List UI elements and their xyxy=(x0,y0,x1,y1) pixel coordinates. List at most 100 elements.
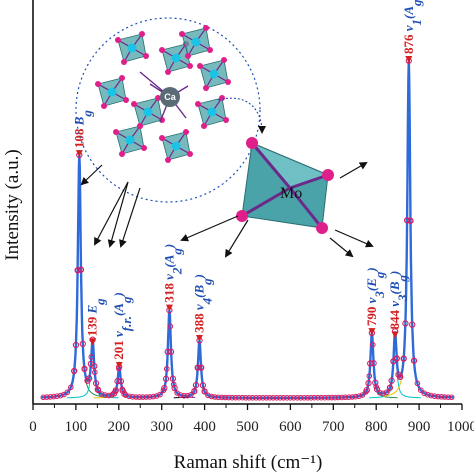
mode-subscript: g xyxy=(79,110,94,118)
assignment-arrows xyxy=(80,162,374,258)
observed-point xyxy=(133,394,139,400)
observed-point xyxy=(117,378,125,385)
oxygen-atom xyxy=(119,75,125,81)
observed-point xyxy=(407,217,414,224)
observed-point xyxy=(388,377,395,384)
observed-point xyxy=(393,355,400,362)
oxygen-atom xyxy=(165,69,171,75)
observed-point xyxy=(194,364,201,371)
oxygen-atom xyxy=(179,31,185,37)
observed-point xyxy=(339,394,345,401)
x-tick-label: 500 xyxy=(236,419,259,435)
peak-label-388: 388 ν4(Bg) xyxy=(191,274,214,333)
mo-tetrahedron-large: Mo xyxy=(236,137,334,234)
x-tick-label: 100 xyxy=(65,419,88,435)
mode-subscript: 2 xyxy=(169,267,184,275)
observed-point xyxy=(356,393,362,400)
mode-symmetry-subscript: g xyxy=(119,296,134,304)
observed-point xyxy=(277,395,283,401)
arrow-to-318 xyxy=(180,215,239,242)
observed-point xyxy=(222,394,228,401)
observed-point xyxy=(297,395,304,401)
y-axis-title: Intensity (a.u.) xyxy=(2,149,23,260)
observed-point xyxy=(428,392,434,399)
calcium-atom xyxy=(160,87,180,107)
arrow-to-876 xyxy=(339,162,368,179)
observed-point xyxy=(294,395,301,401)
peak-value: 201 xyxy=(111,337,126,360)
x-tick-label: 1000 xyxy=(447,419,474,435)
observed-point xyxy=(167,323,174,330)
observed-point xyxy=(225,394,232,401)
observed-point xyxy=(414,380,421,387)
observed-point xyxy=(199,382,207,389)
observed-point xyxy=(363,386,370,394)
mode-subscript: 3 xyxy=(395,294,410,302)
mo-atom xyxy=(107,87,117,97)
observed-point xyxy=(169,375,177,382)
observed-point xyxy=(219,394,225,401)
mode-symmetry-close: ) xyxy=(191,274,206,279)
observed-point xyxy=(448,394,455,401)
oxygen-atom xyxy=(219,95,225,101)
peak-label-876: 876 ν1(Ag) xyxy=(401,0,424,54)
oxygen-atom xyxy=(195,101,201,107)
observed-point xyxy=(198,364,205,371)
peak-value: 108 xyxy=(71,125,86,148)
observed-point xyxy=(311,394,318,401)
observed-point xyxy=(445,394,452,401)
mode-symbol: ν xyxy=(387,301,402,307)
peak-value: 388 xyxy=(191,310,206,333)
oxygen-atom xyxy=(137,123,143,129)
oxygen-atom xyxy=(187,151,193,157)
observed-point xyxy=(370,341,376,348)
observed-point xyxy=(140,394,146,400)
observed-point xyxy=(239,394,246,401)
observed-point xyxy=(267,395,273,401)
peak-value: 139 xyxy=(85,313,100,336)
observed-point xyxy=(229,394,235,401)
oxygen-atom xyxy=(185,53,191,59)
zoom-connector-arrow xyxy=(217,97,266,134)
observed-point xyxy=(54,393,60,400)
mo-atom xyxy=(207,107,217,117)
arrow-to-108 xyxy=(80,164,103,186)
structure-zoom-circle xyxy=(75,17,261,203)
x-axis-title: Raman shift (cm⁻¹) xyxy=(174,452,323,473)
x-tick-label: 700 xyxy=(322,419,345,435)
observed-point xyxy=(397,373,404,381)
observed-point xyxy=(373,386,381,393)
observed-point xyxy=(122,392,129,398)
mo-atom xyxy=(209,69,219,79)
observed-point xyxy=(270,395,277,401)
observed-point xyxy=(64,389,71,396)
oxygen-atom xyxy=(139,31,145,37)
observed-point xyxy=(171,384,178,392)
observed-point xyxy=(215,394,222,401)
oxygen-atom xyxy=(159,47,165,53)
observed-point xyxy=(92,369,98,376)
mode-symmetry: (B xyxy=(191,285,206,298)
observed-point xyxy=(126,393,132,400)
mo-label: Mo xyxy=(280,185,302,202)
observed-point xyxy=(410,357,418,364)
mode-symmetry: (E xyxy=(364,278,379,291)
arrow-to-139 xyxy=(94,181,129,246)
x-tick-group: 0 100 200 300 400 500 600 700 800 900 1000 xyxy=(29,404,474,435)
oxygen-atom xyxy=(223,117,229,123)
observed-point xyxy=(332,394,338,401)
observed-point xyxy=(403,217,411,224)
peak-label-108: 108 Bg xyxy=(71,110,94,148)
observed-point xyxy=(57,392,64,399)
observed-point xyxy=(273,395,280,401)
observed-point xyxy=(370,360,377,367)
oxygen-atom xyxy=(143,53,149,59)
oxygen-atom xyxy=(121,59,127,65)
observed-point xyxy=(201,388,208,395)
observed-point xyxy=(77,266,85,273)
mode-symmetry-subscript: g xyxy=(169,248,184,256)
observed-point xyxy=(318,394,325,401)
mode-symmetry: (A xyxy=(401,6,416,19)
